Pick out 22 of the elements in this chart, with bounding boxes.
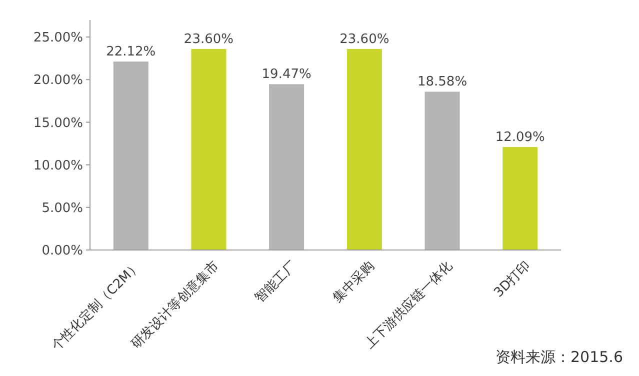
bar [113,62,148,250]
bar [191,48,226,250]
y-tick-label: 15.00% [33,116,83,131]
bar [269,84,304,250]
y-tick-label: 20.00% [33,73,83,88]
x-tick-label: 3D打印 [491,258,534,301]
bar [346,48,382,250]
data-label: 19.47% [262,67,312,82]
data-label: 22.12% [106,44,156,60]
x-tick-label: 智能工厂 [252,258,300,306]
y-tick-label: 0.00% [42,244,83,259]
y-tick-label: 25.00% [33,30,83,46]
data-label: 18.58% [417,74,468,90]
data-label: 12.09% [495,130,545,146]
y-tick-label: 5.00% [42,200,83,216]
data-label: 23.60% [184,32,234,47]
text: 资料来源：2015.6 [496,348,623,366]
bar [502,147,538,250]
data-label: 23.60% [340,32,390,47]
y-tick-label: 10.00% [33,158,83,174]
bar [424,92,460,250]
x-tick-label: 集中采购 [330,258,378,306]
